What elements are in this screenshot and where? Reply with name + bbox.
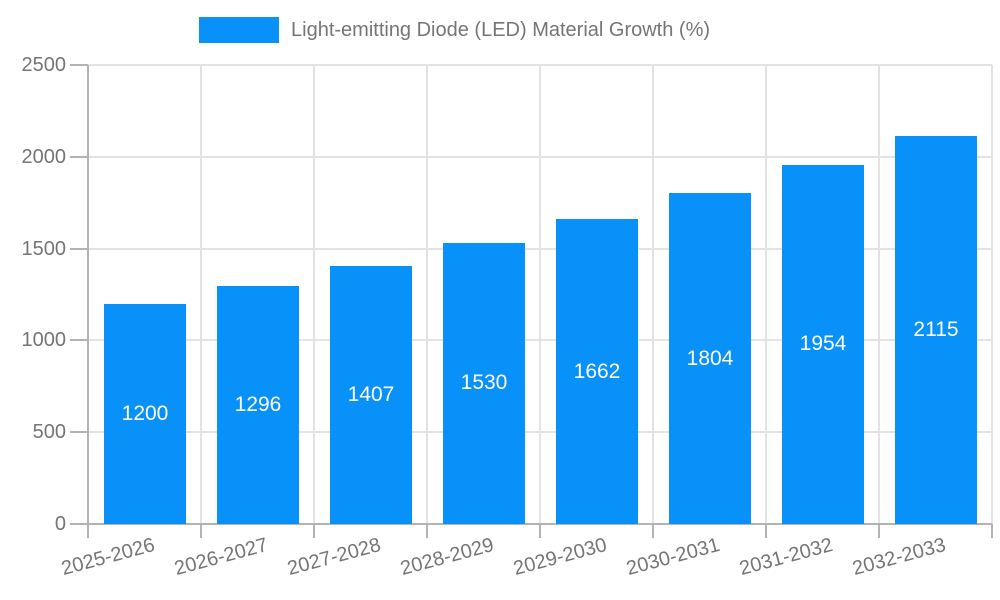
y-axis-tick-label: 2500 [21, 54, 67, 76]
legend-item[interactable]: Light-emitting Diode (LED) Material Grow… [199, 17, 710, 43]
bar[interactable]: 1804 [669, 193, 751, 524]
y-axis-line [87, 65, 89, 538]
y-axis-tick [70, 339, 88, 342]
x-gridline [765, 65, 767, 524]
bar-value-label: 1804 [686, 347, 734, 370]
x-axis-tick [652, 524, 654, 538]
bar-value-label: 1954 [799, 332, 847, 355]
legend-swatch[interactable] [199, 17, 279, 43]
x-gridline [991, 65, 993, 524]
x-axis-tick [878, 524, 880, 538]
bar-value-label: 1530 [460, 371, 508, 394]
y-axis-tick [70, 155, 88, 158]
bar-value-label: 1200 [121, 402, 169, 425]
bar-value-label: 2115 [913, 318, 959, 341]
x-axis-tick [200, 524, 202, 538]
y-axis-tick-label: 1500 [21, 237, 67, 260]
x-gridline [426, 65, 428, 524]
bar-value-label: 1662 [573, 360, 621, 383]
bar[interactable]: 1530 [443, 243, 525, 524]
x-gridline [878, 65, 880, 524]
x-gridline [200, 65, 202, 524]
y-axis-tick [70, 431, 88, 434]
bar[interactable]: 1954 [782, 165, 864, 524]
x-axis-tick [313, 524, 315, 538]
y-axis-tick-label: 500 [32, 421, 66, 444]
y-axis-tick [70, 247, 88, 250]
x-axis-tick [426, 524, 428, 538]
x-gridline [652, 65, 654, 524]
legend-label: Light-emitting Diode (LED) Material Grow… [291, 19, 711, 41]
bar-value-label: 1407 [347, 383, 395, 406]
bar[interactable]: 2115 [895, 136, 977, 524]
bar[interactable]: 1296 [217, 286, 299, 524]
bar[interactable]: 1407 [330, 266, 412, 524]
y-axis-tick-label: 2000 [21, 145, 67, 168]
y-axis-tick-label: 0 [54, 513, 66, 535]
y-axis-tick [70, 64, 88, 66]
y-axis-tick [70, 523, 88, 525]
x-axis-tick [765, 524, 767, 538]
x-gridline [539, 65, 541, 524]
bar[interactable]: 1662 [556, 219, 638, 524]
bar[interactable]: 1200 [104, 304, 186, 524]
x-axis-tick [539, 524, 541, 538]
x-gridline [313, 65, 315, 524]
x-axis-tick [991, 524, 993, 538]
x-axis-tick [87, 524, 89, 538]
bar-value-label: 1296 [234, 393, 282, 416]
y-axis-tick-label: 1000 [21, 329, 67, 352]
